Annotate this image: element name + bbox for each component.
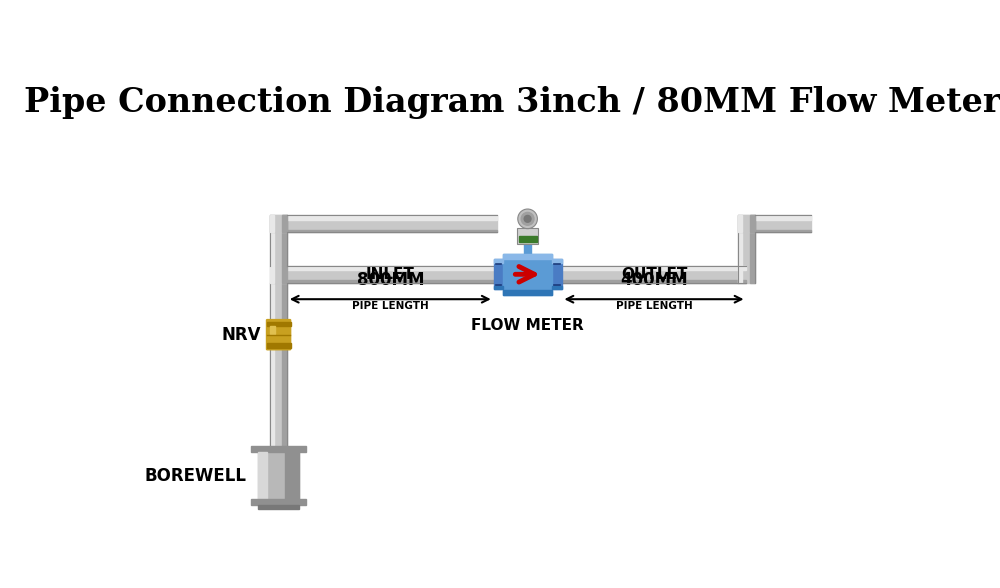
Bar [562,266,746,283]
Bar [267,343,291,348]
Bar [287,215,497,232]
Bar [287,215,497,219]
Bar [270,215,287,266]
Bar [755,215,811,219]
Bar [270,266,274,283]
Text: Pipe Connection Diagram 3inch / 80MM Flow Meter: Pipe Connection Diagram 3inch / 80MM Flo… [24,86,1000,119]
Bar [287,266,494,283]
Text: PIPE LENGTH: PIPE LENGTH [352,300,429,310]
Bar [503,253,552,259]
Bar [251,446,306,452]
Bar [270,326,275,334]
Text: NRV: NRV [222,326,261,343]
Bar [738,215,755,283]
Bar [282,215,287,266]
Bar [282,215,287,232]
Bar [270,266,287,283]
Bar [270,283,274,448]
Bar [503,253,552,295]
Bar [503,290,552,295]
Bar [517,228,538,245]
Bar [258,452,299,499]
Bar [562,280,746,283]
Bar [270,283,287,448]
Bar [552,286,562,289]
Bar [755,229,811,232]
Bar [524,240,531,253]
Bar [494,286,503,289]
Bar [750,215,755,232]
Text: FLOW METER: FLOW METER [471,318,584,333]
Bar [251,499,306,505]
Bar [750,215,755,283]
Bar [267,322,291,326]
Bar [270,215,274,266]
Text: OUTLET: OUTLET [621,267,687,282]
Bar [738,215,755,232]
Bar [562,266,746,270]
Bar [285,452,299,499]
Bar [258,505,299,509]
Bar [552,259,562,289]
Text: 800MM: 800MM [357,272,424,289]
Text: BOREWELL: BOREWELL [145,467,247,485]
Circle shape [524,215,531,222]
Text: 400MM: 400MM [620,272,688,289]
FancyBboxPatch shape [267,320,291,350]
Bar [738,215,742,232]
Bar [287,229,497,232]
Bar [282,266,287,283]
Bar [282,283,287,448]
Circle shape [521,212,534,225]
Text: INLET: INLET [366,267,415,282]
Circle shape [518,209,537,229]
Bar [258,452,267,499]
Bar [494,259,503,289]
Bar [738,215,742,283]
Bar [519,236,537,242]
Bar [552,259,562,263]
Bar [287,280,494,283]
Bar [287,266,494,270]
Bar [755,215,811,232]
Bar [270,215,274,232]
Bar [270,215,287,232]
Bar [494,259,503,263]
Text: PIPE LENGTH: PIPE LENGTH [616,300,692,310]
